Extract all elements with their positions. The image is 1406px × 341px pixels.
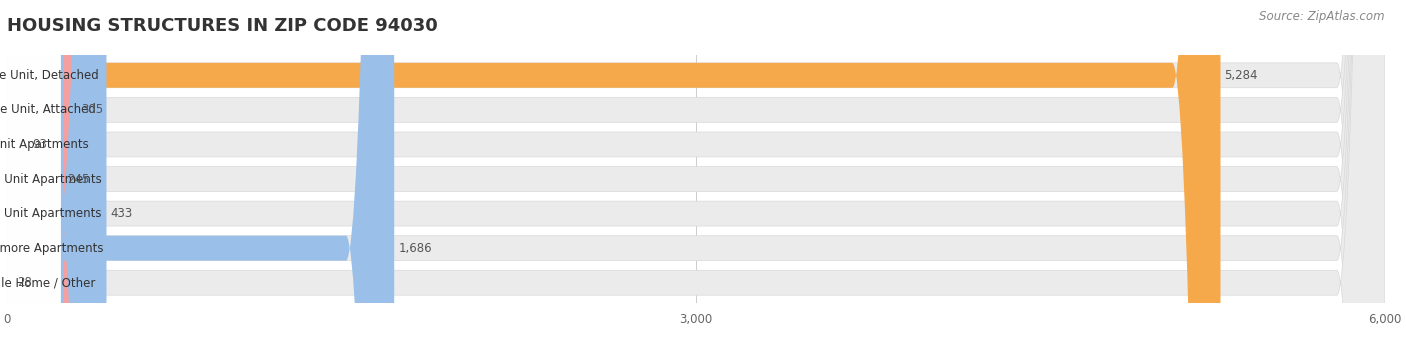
Text: 5,284: 5,284 bbox=[1225, 69, 1258, 82]
FancyBboxPatch shape bbox=[7, 0, 107, 341]
FancyBboxPatch shape bbox=[7, 0, 60, 341]
Text: Single Unit, Attached: Single Unit, Attached bbox=[0, 103, 97, 116]
Text: 93: 93 bbox=[32, 138, 48, 151]
FancyBboxPatch shape bbox=[7, 0, 1385, 341]
FancyBboxPatch shape bbox=[7, 0, 1385, 341]
Text: 10 or more Apartments: 10 or more Apartments bbox=[0, 242, 103, 255]
Text: 3 or 4 Unit Apartments: 3 or 4 Unit Apartments bbox=[0, 173, 101, 186]
Text: HOUSING STRUCTURES IN ZIP CODE 94030: HOUSING STRUCTURES IN ZIP CODE 94030 bbox=[7, 17, 437, 35]
FancyBboxPatch shape bbox=[7, 0, 60, 341]
FancyBboxPatch shape bbox=[0, 0, 55, 341]
FancyBboxPatch shape bbox=[7, 0, 1385, 341]
Text: 305: 305 bbox=[82, 103, 103, 116]
Text: Source: ZipAtlas.com: Source: ZipAtlas.com bbox=[1260, 10, 1385, 23]
FancyBboxPatch shape bbox=[7, 0, 1385, 341]
Text: 245: 245 bbox=[67, 173, 90, 186]
FancyBboxPatch shape bbox=[7, 0, 60, 341]
FancyBboxPatch shape bbox=[7, 0, 60, 341]
Text: Single Unit, Detached: Single Unit, Detached bbox=[0, 69, 98, 82]
Text: 5 to 9 Unit Apartments: 5 to 9 Unit Apartments bbox=[0, 207, 101, 220]
FancyBboxPatch shape bbox=[7, 0, 77, 341]
FancyBboxPatch shape bbox=[7, 0, 60, 341]
FancyBboxPatch shape bbox=[7, 0, 394, 341]
Text: 28: 28 bbox=[18, 276, 32, 289]
FancyBboxPatch shape bbox=[7, 0, 1220, 341]
Text: 2 Unit Apartments: 2 Unit Apartments bbox=[0, 138, 89, 151]
FancyBboxPatch shape bbox=[7, 0, 1385, 341]
FancyBboxPatch shape bbox=[7, 0, 60, 341]
Text: 1,686: 1,686 bbox=[398, 242, 432, 255]
FancyBboxPatch shape bbox=[7, 0, 63, 341]
FancyBboxPatch shape bbox=[0, 0, 55, 341]
FancyBboxPatch shape bbox=[7, 0, 1385, 341]
Text: Mobile Home / Other: Mobile Home / Other bbox=[0, 276, 96, 289]
FancyBboxPatch shape bbox=[7, 0, 60, 341]
FancyBboxPatch shape bbox=[7, 0, 1385, 341]
Text: 433: 433 bbox=[111, 207, 132, 220]
